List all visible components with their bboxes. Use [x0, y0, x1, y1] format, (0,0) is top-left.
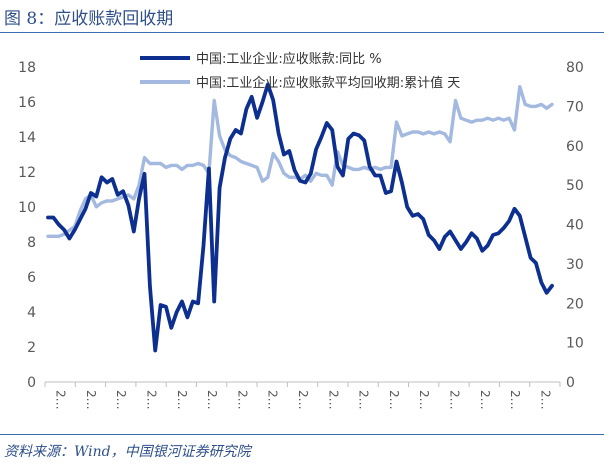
x-tick-label: 2… [417, 390, 431, 410]
y-right-tick-label: 30 [566, 257, 584, 273]
x-tick-label: 2… [175, 390, 189, 410]
y-left-tick-label: 12 [18, 165, 36, 181]
legend: 中国:工业企业:应收账款:同比 % 中国:工业企业:应收账款平均回收期:累计值 … [140, 51, 460, 91]
line-chart: 0 2 4 6 8 10 12 14 16 18 0 10 20 30 40 50 60 70 80 2… 2… 2… 2…… [18, 51, 584, 410]
x-tick-label: 2… [84, 390, 98, 410]
x-tick-label: 2… [54, 390, 68, 410]
y-left-tick-label: 18 [18, 60, 36, 76]
x-tick-label: 2… [357, 390, 371, 410]
x-tick-label: 2… [235, 390, 249, 410]
figure-title: 图 8：应收账款回收期 [4, 9, 174, 29]
y-left-tick-label: 0 [27, 375, 36, 391]
y-right-tick-label: 50 [566, 178, 584, 194]
y-right-tick-label: 0 [566, 375, 575, 391]
y-left-tick-label: 2 [27, 340, 36, 356]
x-tick-label: 2… [538, 390, 552, 410]
axes-group: 0 2 4 6 8 10 12 14 16 18 0 10 20 30 40 50 60 70 80 2… 2… 2… 2…… [18, 60, 584, 410]
series-line-2 [46, 84, 554, 239]
title-rule [0, 32, 604, 33]
x-tick-label: 2… [326, 390, 340, 410]
x-tick-label: 2… [478, 390, 492, 410]
y-left-tick-label: 14 [18, 130, 36, 146]
legend-label-series-2: 中国:工业企业:应收账款平均回收期:累计值 天 [196, 75, 460, 91]
y-right-tick-label: 80 [566, 60, 584, 76]
source-rule [0, 434, 604, 435]
x-tick-label: 2… [114, 390, 128, 410]
x-tick-label: 2… [296, 390, 310, 410]
source-note: 资料来源：Wind，中国银河证券研究院 [4, 444, 251, 460]
x-tick-label: 2… [387, 390, 401, 410]
y-left-tick-label: 4 [27, 305, 36, 321]
x-tick-label: 2… [205, 390, 219, 410]
y-right-tick-label: 20 [566, 296, 584, 312]
y-right-tick-label: 40 [566, 218, 584, 234]
y-left-tick-label: 6 [27, 270, 36, 286]
x-tick-label: 2… [508, 390, 522, 410]
x-tick-label: 2… [447, 390, 461, 410]
y-right-tick-label: 60 [566, 139, 584, 155]
y-right-tick-label: 10 [566, 336, 584, 352]
y-left-tick-label: 10 [18, 200, 36, 216]
x-tick-label: 2… [145, 390, 159, 410]
series-line-1 [46, 82, 554, 353]
series-layer [46, 82, 554, 353]
legend-label-series-1: 中国:工业企业:应收账款:同比 % [196, 51, 382, 67]
y-right-tick-label: 70 [566, 99, 584, 115]
y-left-tick-label: 8 [27, 235, 36, 251]
y-left-tick-label: 16 [18, 95, 36, 111]
x-tick-label: 2… [266, 390, 280, 410]
